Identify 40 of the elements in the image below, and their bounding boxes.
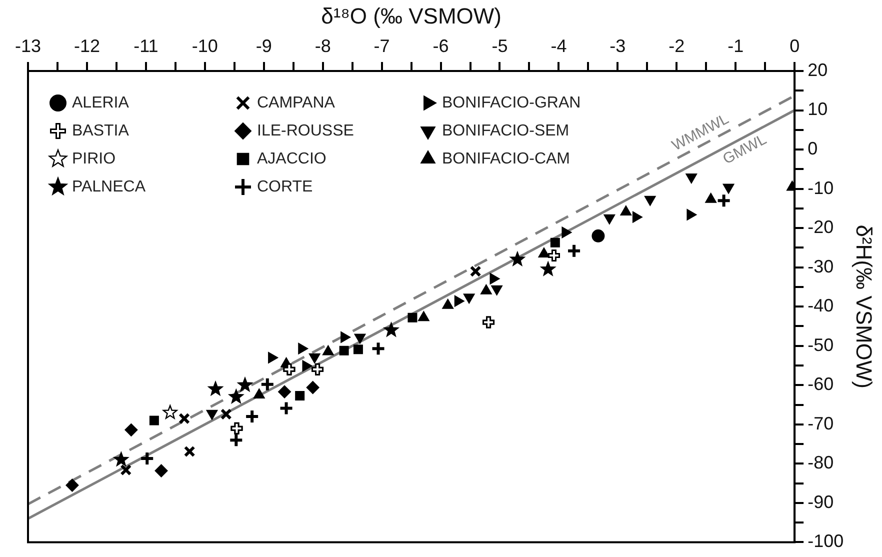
legend-label: CORTE — [257, 178, 313, 196]
legend-label: PALNECA — [72, 178, 146, 196]
legend-label: ILE-ROUSSE — [257, 122, 354, 140]
y-axis-title: δ²H(‰ VSMOW) — [852, 224, 877, 388]
y-tick-label: -20 — [808, 217, 834, 238]
x-axis-title: δ¹⁸O (‰ VSMOW) — [321, 3, 502, 28]
x-tick-label: -10 — [192, 36, 218, 56]
y-tick-label: -90 — [808, 492, 834, 512]
y-tick-label: -70 — [808, 413, 834, 434]
x-tick-label: 0 — [790, 36, 800, 56]
x-tick-label: -4 — [550, 36, 567, 56]
x-tick-label: -13 — [14, 36, 42, 56]
x-tick-label: -6 — [432, 36, 449, 56]
y-tick-label: -10 — [808, 178, 834, 198]
x-tick-label: -12 — [74, 36, 100, 56]
legend-label: AJACCIO — [257, 150, 326, 168]
y-tick-label: -30 — [808, 256, 834, 276]
legend-label: BASTIA — [72, 122, 130, 140]
x-tick-label: -5 — [492, 36, 508, 56]
y-tick-label: 0 — [808, 138, 818, 158]
legend-label: PIRIO — [72, 150, 116, 168]
y-tick-label: -100 — [808, 531, 844, 552]
x-tick-label: -1 — [728, 36, 744, 56]
x-tick-label: -11 — [134, 36, 158, 56]
legend-label: BONIFACIO-CAM — [442, 150, 570, 168]
y-tick-label: 10 — [808, 99, 828, 120]
y-tick-label: -40 — [808, 296, 834, 316]
y-tick-label: -50 — [808, 334, 834, 355]
legend-label: BONIFACIO-SEM — [442, 122, 570, 140]
x-tick-label: -9 — [256, 36, 272, 56]
x-tick-label: -2 — [668, 36, 685, 56]
legend-label: CAMPANA — [257, 94, 336, 112]
legend-label: BONIFACIO-GRAN — [442, 94, 581, 112]
y-tick-label: -60 — [808, 374, 834, 394]
x-tick-label: -7 — [374, 36, 390, 56]
x-tick-label: -8 — [314, 36, 331, 56]
y-tick-label: 20 — [808, 60, 828, 80]
legend-label: ALERIA — [72, 94, 130, 112]
y-tick-label: -80 — [808, 452, 834, 473]
x-tick-label: -3 — [610, 36, 626, 56]
